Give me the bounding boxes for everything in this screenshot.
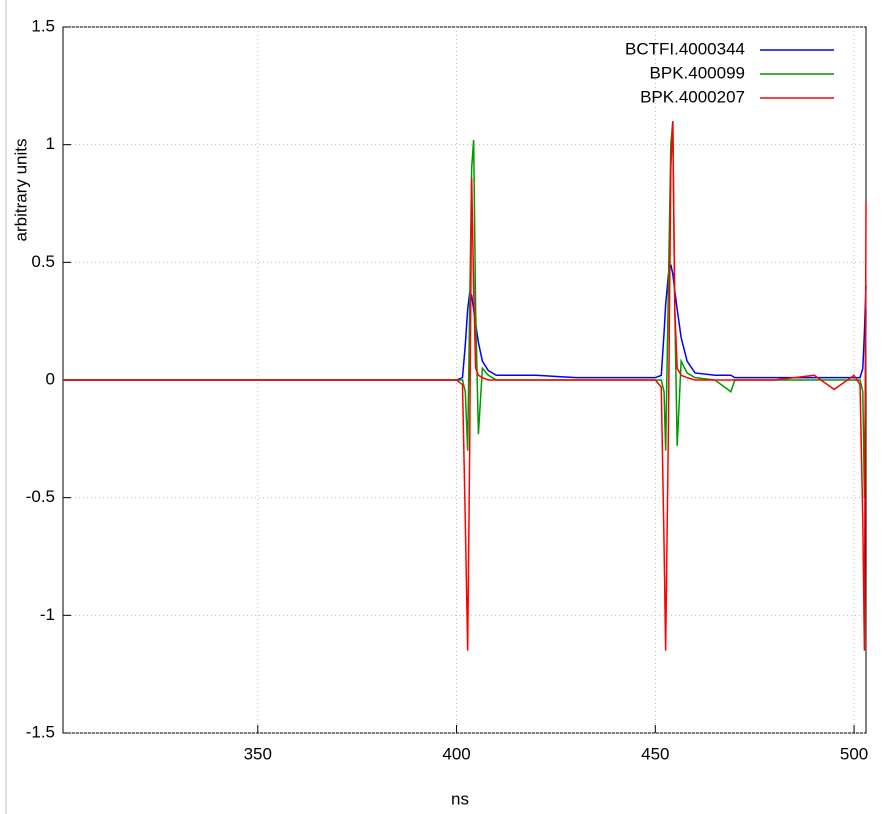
legend-label: BCTFI.4000344: [625, 39, 745, 58]
y-tick-label: 0: [46, 369, 55, 388]
y-axis-label: arbitrary units: [11, 139, 30, 242]
x-axis-label: ns: [451, 789, 469, 808]
y-tick-label: 0.5: [31, 252, 55, 271]
series-line: [63, 121, 867, 498]
y-tick-label: -1: [40, 605, 55, 624]
y-tick-label: 1.5: [31, 16, 55, 35]
y-tick-label: -0.5: [26, 487, 55, 506]
y-tick-label: 1: [46, 134, 55, 153]
legend-label: BPK.4000207: [640, 87, 745, 106]
series-line: [63, 264, 867, 381]
x-tick-label: 350: [244, 744, 272, 763]
x-tick-label: 400: [442, 744, 470, 763]
series-line: [63, 121, 867, 651]
x-tick-label: 450: [641, 744, 669, 763]
legend-label: BPK.400099: [650, 63, 745, 82]
y-tick-label: -1.5: [26, 722, 55, 741]
x-tick-label: 500: [840, 744, 868, 763]
